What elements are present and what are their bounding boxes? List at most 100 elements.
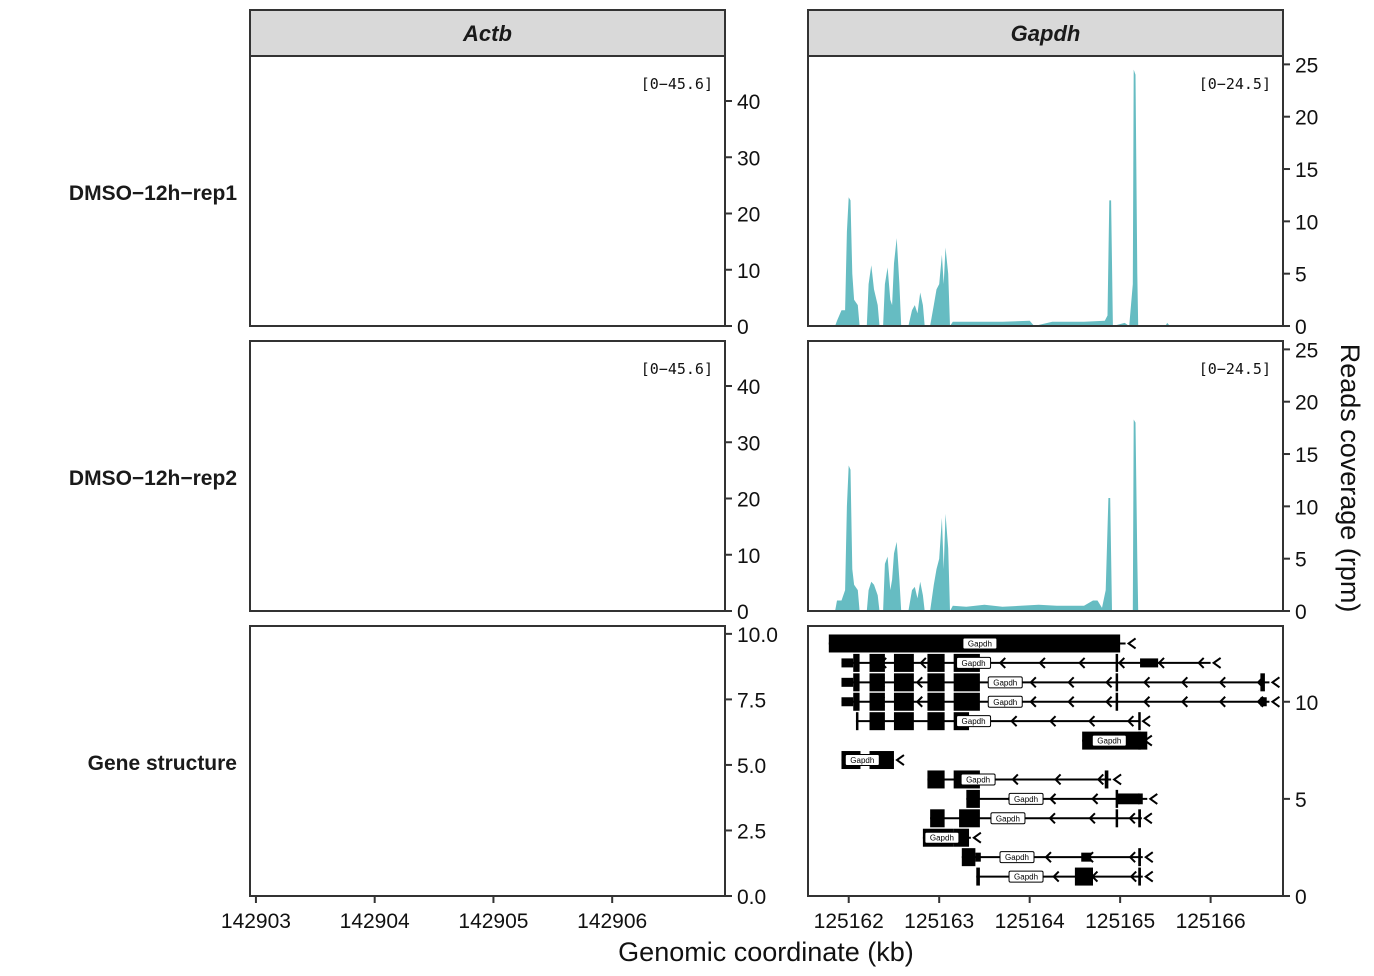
strand-arrow-icon bbox=[1144, 851, 1154, 863]
gene-label-box bbox=[956, 715, 992, 728]
gene-label-box bbox=[1008, 870, 1044, 883]
y-tick-label: 0.0 bbox=[737, 886, 766, 909]
strand-arrow-icon bbox=[1129, 870, 1137, 883]
gene-label: Gapdh bbox=[850, 756, 874, 765]
y-tick-label: 10 bbox=[737, 545, 760, 568]
y-tick-label: 10 bbox=[1295, 211, 1318, 234]
strand-arrow-icon bbox=[972, 831, 982, 844]
exon bbox=[841, 658, 854, 668]
coverage-area bbox=[835, 419, 1139, 611]
exon bbox=[927, 770, 945, 789]
exon bbox=[893, 673, 914, 692]
exon bbox=[930, 809, 945, 828]
strand-arrow-icon bbox=[1218, 696, 1226, 708]
strand-arrow-icon bbox=[998, 657, 1006, 669]
y-tick-label: 10 bbox=[737, 260, 760, 283]
strand-arrow-icon bbox=[1144, 870, 1154, 883]
y-tick-label: 5.0 bbox=[737, 755, 766, 778]
gene-label: Gapdh bbox=[962, 659, 986, 668]
coverage-panel-gapdh-2: 0 5 10 15 20 25 [0−24.5] bbox=[807, 339, 1318, 624]
strip-label-gapdh: Gapdh bbox=[1011, 21, 1081, 46]
exon bbox=[1115, 789, 1119, 808]
panel-border bbox=[807, 55, 1284, 327]
strand-arrow-icon bbox=[1180, 676, 1189, 689]
y-tick-label: 5 bbox=[1295, 264, 1307, 287]
range-label: [0−24.5] bbox=[1199, 360, 1271, 378]
strand-arrow-icon bbox=[1180, 696, 1189, 708]
exon bbox=[953, 673, 980, 692]
strand-arrow-icon bbox=[1105, 696, 1113, 708]
exon bbox=[869, 692, 885, 711]
strand-arrow-icon bbox=[1128, 812, 1136, 825]
y-tick-label: 0 bbox=[737, 601, 749, 624]
exon bbox=[961, 848, 976, 867]
row-label-rep1: DMSO−12h−rep1 bbox=[69, 182, 237, 205]
gene-label: Gapdh bbox=[1097, 737, 1121, 746]
range-label: [0−24.5] bbox=[1199, 75, 1271, 93]
y-tick-label: 0 bbox=[737, 316, 749, 339]
exon bbox=[927, 692, 945, 711]
exon bbox=[1117, 793, 1143, 805]
strand-arrow-icon bbox=[1270, 695, 1281, 708]
gene-label-box bbox=[960, 773, 996, 786]
y-tick-label: 30 bbox=[737, 432, 760, 455]
strand-arrow-icon bbox=[1141, 715, 1151, 727]
transcript: Gapdh bbox=[930, 809, 1153, 828]
y-tick-label: 15 bbox=[1295, 159, 1318, 182]
exon bbox=[1115, 692, 1119, 711]
strip-actb: Actb bbox=[249, 9, 726, 57]
panel-border bbox=[807, 340, 1284, 612]
gene-label: Gapdh bbox=[962, 717, 986, 726]
gene-label-box bbox=[1008, 792, 1044, 805]
row-label-rep2: DMSO−12h−rep2 bbox=[69, 467, 237, 490]
y-tick-label: 40 bbox=[737, 91, 760, 114]
gene-label: Gapdh bbox=[1014, 795, 1038, 804]
strand-arrow-icon bbox=[1048, 812, 1056, 825]
strand-arrow-icon bbox=[1078, 657, 1086, 669]
strand-arrow-icon bbox=[895, 754, 905, 766]
gene-label-box bbox=[1091, 734, 1127, 747]
coverage-area bbox=[835, 69, 1170, 326]
panel-border bbox=[249, 55, 726, 327]
exon bbox=[1138, 731, 1141, 750]
y-tick-label: 0 bbox=[1295, 886, 1307, 909]
range-label: [0−45.6] bbox=[641, 360, 713, 378]
y-tick-label: 10 bbox=[1295, 692, 1318, 715]
transcript: Gapdh bbox=[922, 828, 982, 847]
row-label-gene-structure: Gene structure bbox=[88, 752, 237, 775]
strand-arrow-icon bbox=[1010, 715, 1018, 727]
y-axis-title: Reads coverage (rpm) bbox=[1335, 344, 1365, 613]
exon bbox=[927, 653, 945, 672]
y-tick-label: 5 bbox=[1295, 789, 1307, 812]
y-tick-label: 20 bbox=[1295, 107, 1318, 130]
gene-label-box bbox=[999, 851, 1035, 864]
y-tick-label: 20 bbox=[737, 204, 760, 227]
y-tick-label: 40 bbox=[737, 376, 760, 399]
panel-border bbox=[249, 625, 726, 897]
y-tick-label: 15 bbox=[1295, 444, 1318, 467]
strip-label-actb: Actb bbox=[462, 21, 512, 46]
exon bbox=[1074, 867, 1093, 886]
y-tick-label: 7.5 bbox=[737, 689, 766, 712]
exon bbox=[893, 653, 914, 672]
coverage-panel-actb-2: 0 10 20 30 40 [0−45.6] bbox=[249, 340, 760, 624]
exon bbox=[976, 867, 980, 886]
x-tick-label: 142905 bbox=[458, 910, 528, 933]
exon bbox=[927, 673, 945, 692]
exon bbox=[841, 677, 854, 687]
exon bbox=[1104, 770, 1109, 789]
transcript: Gapdh bbox=[927, 770, 1122, 789]
transcript: Gapdh bbox=[966, 789, 1158, 808]
y-tick-label: 25 bbox=[1295, 339, 1318, 362]
strand-arrow-icon bbox=[1049, 715, 1057, 727]
gene-label: Gapdh bbox=[1005, 853, 1029, 862]
strand-arrow-icon bbox=[1029, 676, 1037, 689]
y-tick-label: 0 bbox=[1295, 316, 1307, 339]
strand-arrow-icon bbox=[1148, 793, 1158, 805]
gene-label-box bbox=[987, 676, 1023, 689]
exon bbox=[953, 692, 980, 711]
gene-label: Gapdh bbox=[1014, 873, 1038, 882]
exon bbox=[1140, 658, 1159, 668]
gene-label-box bbox=[844, 754, 880, 767]
